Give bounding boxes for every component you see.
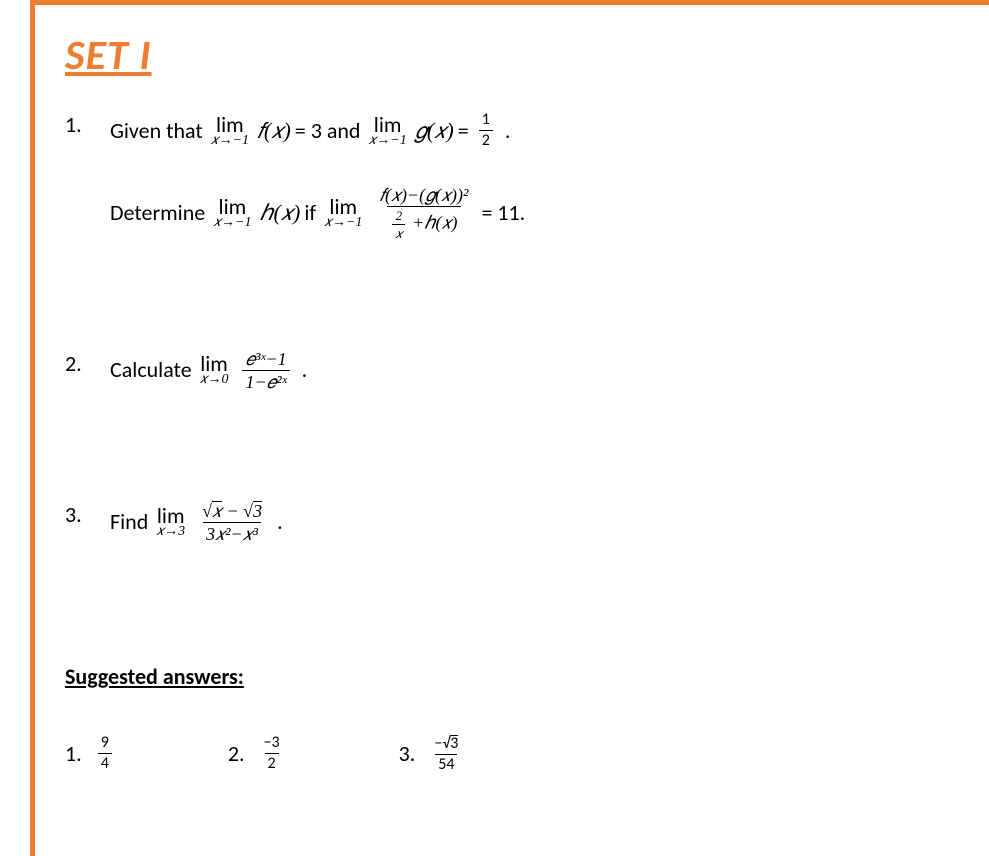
problem-3-body: Find lim 𝑥→3 √𝑥 − √3 3𝑥²−𝑥³ . bbox=[110, 501, 929, 543]
p1-inner-frac: 2 𝑥 bbox=[392, 209, 405, 240]
p1-big-frac: 𝑓(𝑥)−(𝑔(𝑥))² 2 𝑥 +ℎ(𝑥) bbox=[376, 186, 471, 240]
p1-hx: ℎ(𝑥) bbox=[260, 193, 301, 233]
problem-3: 3. Find lim 𝑥→3 √𝑥 − √3 3𝑥²−𝑥³ . bbox=[65, 501, 929, 543]
p1-eq-half: = bbox=[458, 111, 469, 151]
p3-lim: lim 𝑥→3 bbox=[156, 505, 185, 539]
problem-1-body: Given that lim 𝑥→−1 𝑓(𝑥) = 3 and lim 𝑥→−… bbox=[110, 111, 929, 240]
p1-lim-1: lim 𝑥→−1 bbox=[211, 114, 249, 148]
answer-3-frac: −√3 54 bbox=[431, 735, 461, 773]
problem-1-line-1: Given that lim 𝑥→−1 𝑓(𝑥) = 3 and lim 𝑥→−… bbox=[110, 111, 929, 151]
answer-2: 2. −3 2 bbox=[228, 735, 289, 772]
answer-1: 1. 9 4 bbox=[65, 735, 118, 772]
p2-lim: lim 𝑥→0 bbox=[200, 353, 229, 387]
p3-frac-num: √𝑥 − √3 bbox=[199, 501, 265, 522]
p1-period-1: . bbox=[505, 111, 511, 151]
p2-calculate: Calculate bbox=[110, 350, 192, 390]
p1-lim-4: lim 𝑥→−1 bbox=[324, 196, 362, 230]
p1-eq3: = 3 and bbox=[295, 111, 361, 151]
p1-if: if bbox=[304, 193, 316, 233]
p3-period: . bbox=[277, 502, 283, 542]
problem-3-number: 3. bbox=[65, 501, 110, 528]
border-top bbox=[30, 0, 989, 5]
p1-determine: Determine bbox=[110, 193, 205, 233]
p1-fx: 𝑓(𝑥) bbox=[257, 111, 291, 151]
problem-1-number: 1. bbox=[65, 111, 110, 138]
p2-period: . bbox=[302, 350, 308, 390]
problem-2-body: Calculate lim 𝑥→0 𝑒³ˣ−1 1−𝑒²ˣ . bbox=[110, 350, 929, 391]
problem-2-line: Calculate lim 𝑥→0 𝑒³ˣ−1 1−𝑒²ˣ . bbox=[110, 350, 929, 391]
p1-eq11: = 11. bbox=[481, 193, 525, 233]
problem-3-line: Find lim 𝑥→3 √𝑥 − √3 3𝑥²−𝑥³ . bbox=[110, 501, 929, 543]
answer-3-num: −√3 bbox=[431, 735, 461, 754]
problem-1: 1. Given that lim 𝑥→−1 𝑓(𝑥) = 3 and lim … bbox=[65, 111, 929, 240]
p1-lim-3: lim 𝑥→−1 bbox=[213, 196, 251, 230]
answer-1-number: 1. bbox=[65, 740, 82, 767]
p1-frac-half: 1 2 bbox=[479, 112, 493, 149]
problem-1-line-2: Determine lim 𝑥→−1 ℎ(𝑥) if lim 𝑥→−1 𝑓(𝑥)… bbox=[110, 186, 929, 240]
problem-2-number: 2. bbox=[65, 350, 110, 377]
answer-1-frac: 9 4 bbox=[98, 735, 112, 772]
border-left bbox=[30, 0, 35, 856]
p3-find: Find bbox=[110, 502, 148, 542]
set-title: SET I bbox=[65, 30, 929, 81]
answer-2-number: 2. bbox=[228, 740, 245, 767]
document-content: SET I 1. Given that lim 𝑥→−1 𝑓(𝑥) = 3 an… bbox=[0, 20, 989, 773]
p1-big-frac-den: 2 𝑥 +ℎ(𝑥) bbox=[387, 206, 460, 240]
p2-frac: 𝑒³ˣ−1 1−𝑒²ˣ bbox=[242, 350, 289, 391]
problem-2: 2. Calculate lim 𝑥→0 𝑒³ˣ−1 1−𝑒²ˣ . bbox=[65, 350, 929, 391]
p1-given-text: Given that bbox=[110, 111, 203, 151]
answer-3-number: 3. bbox=[399, 740, 416, 767]
p1-gx: 𝑔(𝑥) bbox=[415, 111, 454, 151]
p1-lim-2: lim 𝑥→−1 bbox=[368, 114, 406, 148]
suggested-answers-title: Suggested answers: bbox=[65, 663, 929, 690]
answer-3: 3. −√3 54 bbox=[399, 735, 468, 773]
p3-frac: √𝑥 − √3 3𝑥²−𝑥³ bbox=[199, 501, 265, 543]
answers-row: 1. 9 4 2. −3 2 3. −√3 54 bbox=[65, 735, 929, 773]
answer-2-frac: −3 2 bbox=[261, 735, 283, 772]
